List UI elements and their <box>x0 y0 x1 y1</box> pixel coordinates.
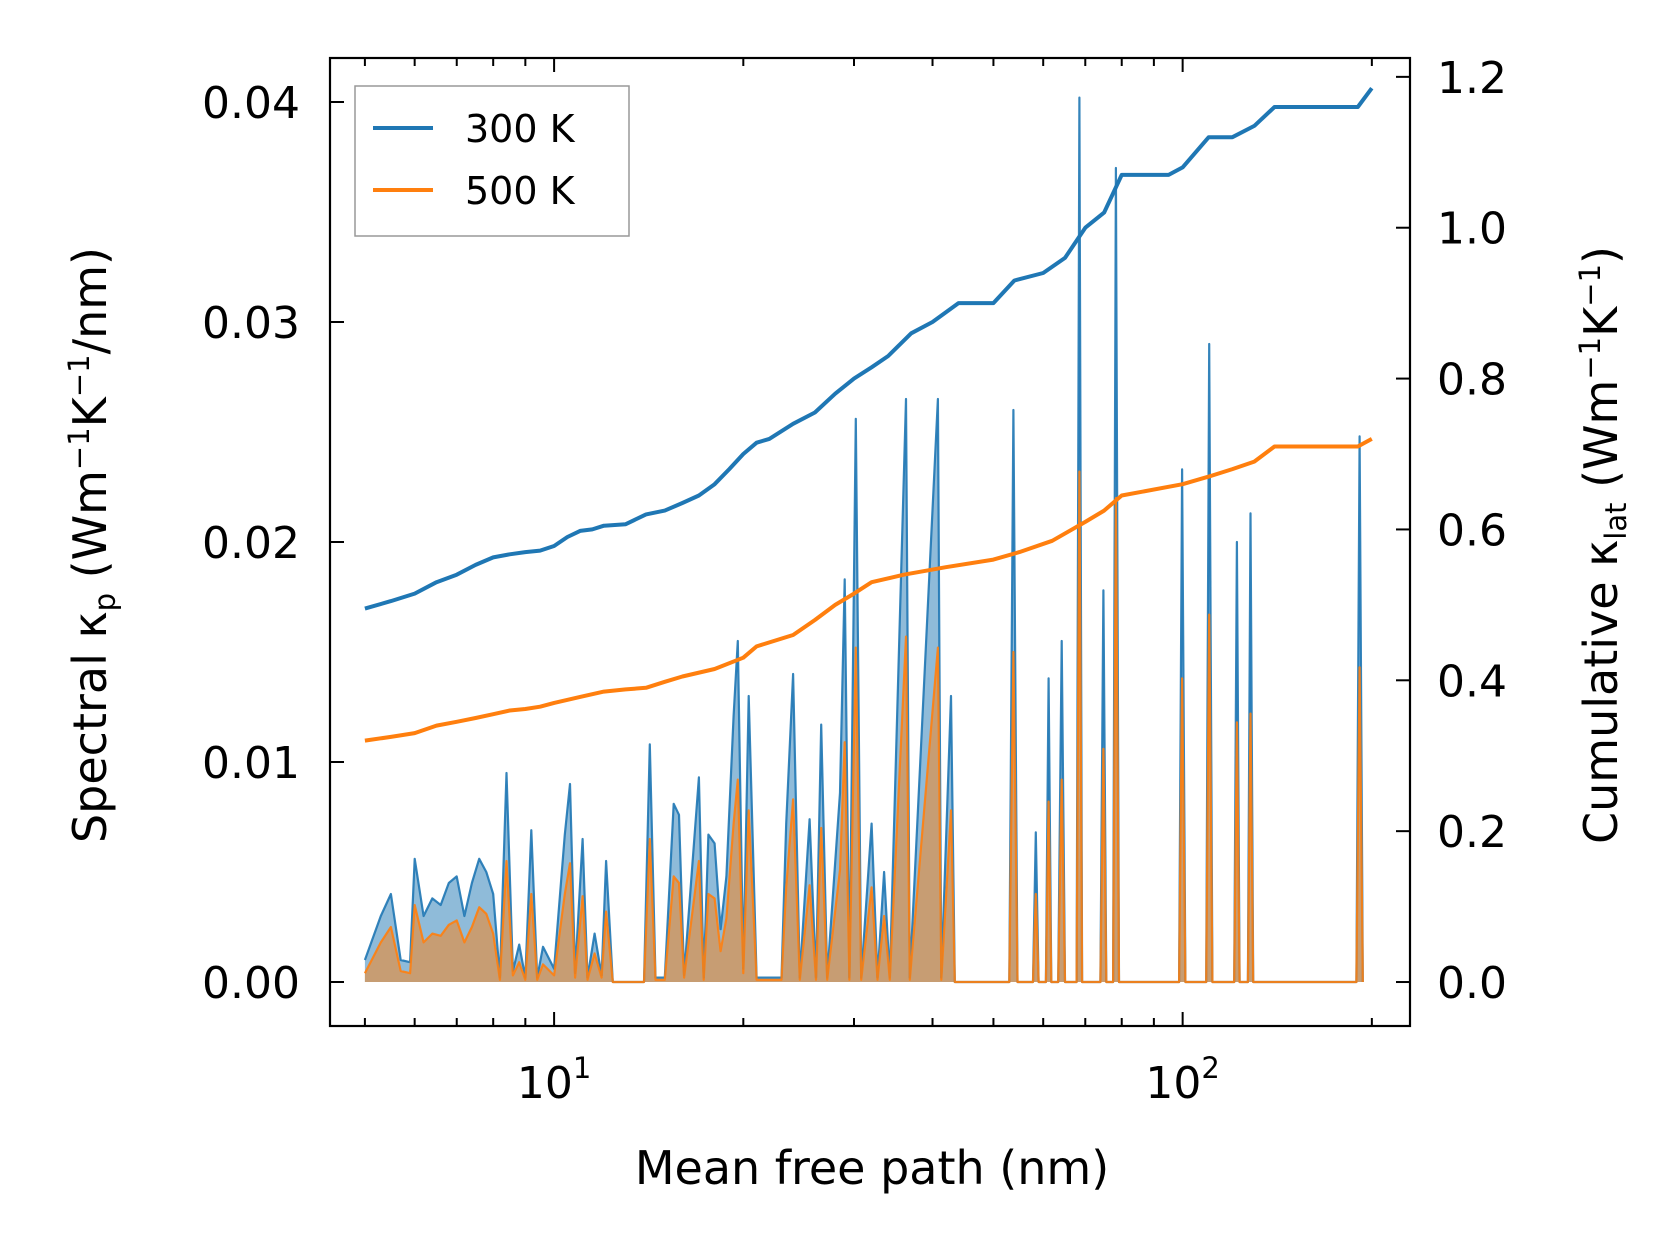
axes: 101 1020.000.010.020.030.040.00.20.40.60.… <box>202 53 1507 1109</box>
y-right-tick-label: 0.8 <box>1437 355 1507 406</box>
x-tick-label-base: 10 <box>1145 1058 1201 1109</box>
y-right-title-unit-close: ) <box>1574 246 1628 264</box>
y-right-tick-label: 0.6 <box>1437 505 1507 556</box>
y-left-title-unit-close: /nm) <box>63 247 117 354</box>
y-right-title-unit-open: (Wm <box>1574 380 1628 503</box>
y-left-title-sup1: −1 <box>62 427 96 470</box>
y-right-tick-label: 1.2 <box>1437 53 1507 104</box>
legend-label-300k: 300 K <box>465 107 576 151</box>
x-tick-label-base: 10 <box>517 1058 573 1109</box>
y-right-title-sup1: −1 <box>1573 337 1607 380</box>
y-right-title-mid: K <box>1574 305 1628 337</box>
y-left-title-unit-open: (Wm <box>63 470 117 593</box>
legend-label-500k: 500 K <box>465 169 576 213</box>
y-left-title-sup2: −1 <box>62 354 96 397</box>
y-right-tick-label: 0.4 <box>1437 656 1507 707</box>
x-axis-title: Mean free path (nm) <box>635 1141 1109 1195</box>
x-tick-label: 101 <box>517 1051 591 1109</box>
y-left-tick-label: 0.01 <box>202 738 300 789</box>
y-left-tick-label: 0.03 <box>202 298 300 349</box>
plot-content <box>363 87 1374 984</box>
y-axis-left-title: Spectral κp (Wm−1K−1/nm) <box>62 247 122 843</box>
cumulative-line-500k <box>364 437 1373 743</box>
cumulative-line-300k <box>364 87 1374 611</box>
y-left-title-sub: p <box>88 593 122 611</box>
y-left-title-main: Spectral κ <box>63 611 117 843</box>
y-right-title-main: Cumulative κ <box>1574 540 1628 844</box>
legend: 300 K 500 K <box>354 85 630 237</box>
y-left-tick-label: 0.04 <box>202 78 300 129</box>
y-left-tick-label: 0.02 <box>202 518 300 569</box>
y-right-title-sub: lat <box>1599 503 1633 540</box>
y-left-title-mid: K <box>63 395 117 427</box>
x-tick-label: 102 <box>1145 1051 1219 1109</box>
plot-area <box>363 87 1374 984</box>
y-left-tick-label: 0.00 <box>202 958 300 1009</box>
y-right-tick-label: 1.0 <box>1437 204 1507 255</box>
x-tick-label-exp: 2 <box>1201 1051 1219 1085</box>
spectral-line-500k <box>363 470 1364 984</box>
y-right-tick-label: 0.0 <box>1437 958 1507 1009</box>
y-right-tick-label: 0.2 <box>1437 807 1507 858</box>
y-right-title-sup2: −1 <box>1573 264 1607 307</box>
y-axis-right-title: Cumulative κlat (Wm−1K−1) <box>1573 246 1633 844</box>
legend-frame <box>354 85 630 237</box>
x-tick-label-exp: 1 <box>573 1051 591 1085</box>
